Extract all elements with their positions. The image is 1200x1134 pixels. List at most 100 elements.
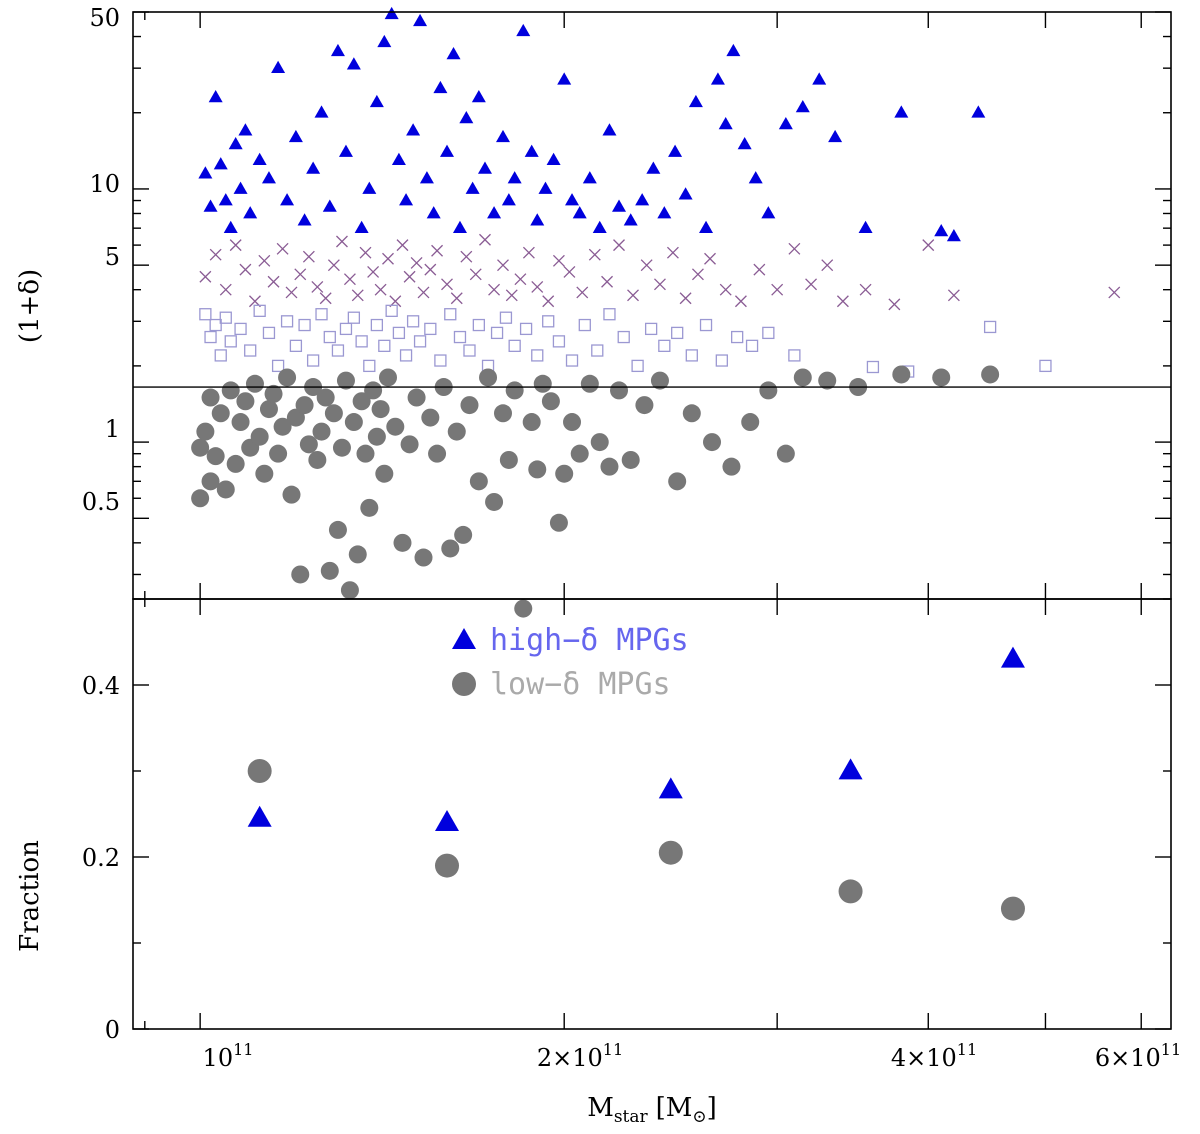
- top-point-square: [731, 330, 744, 344]
- top-point-cross: [859, 283, 872, 296]
- top-point-triangle: [314, 105, 329, 118]
- top-point-square: [199, 308, 212, 321]
- top-point-triangle: [419, 171, 434, 184]
- top-point-circle: [610, 381, 629, 400]
- top-point-circle: [759, 381, 778, 400]
- top-point-circle: [590, 433, 609, 452]
- top-point-triangle: [208, 90, 223, 103]
- top-point-circle: [580, 374, 599, 393]
- top-point-circle: [336, 371, 355, 390]
- top-point-triangle: [288, 129, 303, 143]
- top-point-square: [591, 344, 604, 357]
- top-point-circle: [454, 525, 473, 544]
- top-point-triangle: [218, 193, 233, 206]
- top-point-circle: [316, 388, 335, 407]
- top-point-triangle: [354, 220, 369, 234]
- top-point-circle: [493, 404, 512, 423]
- top-point-circle: [505, 381, 524, 400]
- top-point-cross: [239, 263, 252, 276]
- fraction-point-circle: [1000, 896, 1025, 921]
- top-point-circle: [635, 396, 654, 415]
- top-point-cross: [552, 254, 565, 267]
- top-point-square: [788, 349, 801, 362]
- top-point-cross: [403, 270, 416, 283]
- top-point-cross: [351, 289, 364, 302]
- top-point-cross: [588, 248, 601, 261]
- legend-marker-high: [452, 628, 476, 649]
- top-point-square: [444, 308, 457, 321]
- top-point-triangle: [495, 129, 510, 143]
- top-point-cross: [450, 292, 463, 305]
- top-point-circle: [522, 413, 541, 432]
- top-point-circle: [400, 435, 419, 454]
- top-point-cross: [267, 275, 280, 288]
- top-point-cross: [505, 289, 518, 302]
- top-point-triangle: [271, 60, 286, 74]
- top-point-triangle: [657, 206, 672, 219]
- top-point-circle: [460, 396, 479, 415]
- top-point-triangle: [688, 94, 703, 108]
- top-point-circle: [308, 450, 327, 469]
- top-point-square: [355, 335, 368, 348]
- top-point-square: [219, 311, 232, 324]
- top-point-cross: [469, 268, 482, 281]
- top-point-triangle: [391, 152, 406, 166]
- top-point-circle: [375, 464, 394, 483]
- top-point-triangle: [761, 206, 776, 219]
- top-point-cross: [654, 278, 666, 291]
- top-point-cross: [531, 281, 544, 293]
- legend-label-high: high−δ MPGs: [490, 623, 689, 658]
- bottom-panel-frame: [132, 598, 1172, 1030]
- top-point-triangle: [612, 199, 627, 212]
- top-point-circle: [236, 392, 255, 411]
- legend: high−δ MPGs low−δ MPGs: [452, 623, 689, 702]
- top-point-circle: [299, 435, 318, 454]
- top-point-square: [306, 354, 320, 367]
- top-point-square: [658, 339, 671, 352]
- top-point-circle: [650, 371, 669, 390]
- top-point-circle: [206, 447, 225, 466]
- bottom-y-tick-label: 0.2: [82, 844, 120, 872]
- top-point-square: [631, 359, 644, 373]
- top-point-triangle: [459, 111, 474, 124]
- top-point-triangle: [795, 100, 810, 113]
- top-point-cross: [947, 289, 960, 302]
- top-point-triangle: [426, 206, 441, 219]
- top-point-square: [280, 315, 294, 328]
- top-point-circle: [668, 472, 687, 491]
- top-y-axis-title: (1+δ): [15, 269, 45, 343]
- top-point-circle: [600, 457, 619, 476]
- top-point-cross: [319, 292, 332, 305]
- fraction-point-circle: [247, 759, 272, 783]
- top-point-cross: [336, 235, 348, 248]
- top-point-circle: [231, 413, 250, 432]
- top-point-triangle: [858, 220, 873, 234]
- top-point-cross: [836, 295, 849, 308]
- top-point-triangle: [778, 116, 793, 130]
- top-point-triangle: [198, 166, 213, 179]
- top-point-triangle: [710, 72, 725, 85]
- top-point-triangle: [828, 129, 843, 143]
- top-point-square: [214, 349, 227, 362]
- top-point-circle: [555, 464, 574, 483]
- x-tick-label: 4×1011: [891, 1040, 977, 1072]
- top-point-triangle: [306, 161, 321, 174]
- top-point-circle: [278, 368, 297, 387]
- top-point-circle: [414, 548, 433, 567]
- top-point-triangle: [565, 193, 580, 206]
- fraction-point-circle: [658, 840, 683, 865]
- legend-marker-low: [452, 672, 476, 696]
- top-point-square: [1039, 359, 1052, 373]
- top-point-cross: [479, 233, 491, 246]
- top-point-cross: [488, 283, 501, 296]
- tick-layer: [133, 11, 1171, 1030]
- top-point-triangle: [592, 220, 607, 234]
- top-point-triangle: [538, 181, 553, 194]
- top-point-square: [244, 344, 257, 357]
- top-point-triangle: [934, 223, 949, 237]
- top-point-triangle: [446, 47, 461, 60]
- top-point-cross: [367, 265, 380, 278]
- top-point-square: [209, 318, 222, 332]
- top-point-triangle: [971, 105, 986, 118]
- top-point-circle: [226, 454, 245, 473]
